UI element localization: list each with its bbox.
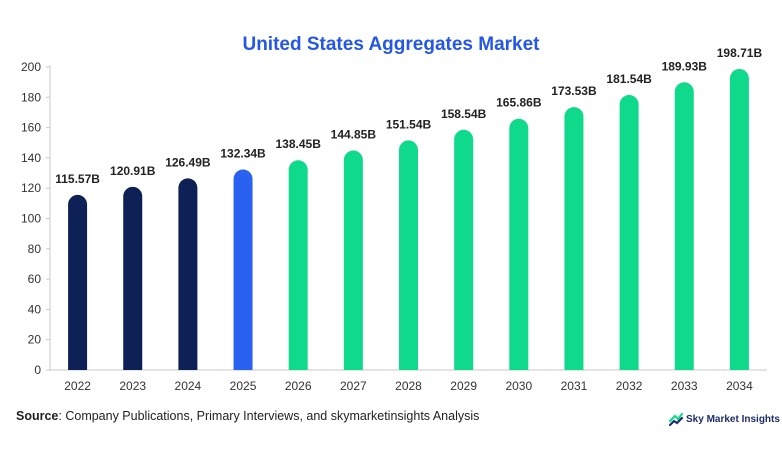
- sky-market-insights-logo-icon: [669, 412, 683, 426]
- bar-2034: [729, 68, 749, 371]
- axes: 0 20 40 60 80 100 120 140 160 180 200 2022 2023 2024 2…: [21, 60, 767, 393]
- x-tick-label: 2023: [119, 379, 146, 393]
- bar-2027: [343, 150, 363, 370]
- y-tick-label: 100: [21, 212, 41, 226]
- data-label: 165.86B: [496, 96, 542, 110]
- x-tick-label: 2034: [726, 379, 753, 393]
- bars: [68, 68, 749, 371]
- y-tick-label: 60: [28, 272, 42, 286]
- data-label: 138.45B: [276, 137, 322, 151]
- x-tick-label: 2026: [285, 379, 312, 393]
- brand-logo: Sky Market Insights: [669, 412, 780, 426]
- data-label: 126.49B: [165, 155, 211, 169]
- chart-title: United States Aggregates Market: [242, 34, 540, 55]
- bar-2033: [674, 82, 694, 370]
- x-tick-label: 2027: [340, 379, 367, 393]
- data-label: 173.53B: [551, 84, 597, 98]
- bar-2022: [68, 194, 88, 370]
- y-tick-label: 180: [21, 90, 41, 104]
- x-tick-label: 2029: [450, 379, 477, 393]
- data-label: 181.54B: [606, 72, 652, 86]
- bar-2031: [564, 107, 584, 370]
- data-label: 120.91B: [110, 164, 156, 178]
- bar-2030: [509, 118, 529, 370]
- data-label: 151.54B: [386, 117, 432, 131]
- x-tick-label: 2030: [505, 379, 532, 393]
- bar-2023: [123, 186, 143, 370]
- data-label: 189.93B: [662, 59, 708, 73]
- bar-2024: [178, 178, 198, 370]
- y-tick-label: 120: [21, 181, 41, 195]
- source-note: Source: Company Publications, Primary In…: [16, 409, 479, 423]
- y-tick-label: 160: [21, 121, 41, 135]
- x-tick-label: 2024: [175, 379, 202, 393]
- bar-2028: [399, 140, 418, 370]
- y-tick-label: 140: [21, 151, 41, 165]
- source-text: : Company Publications, Primary Intervie…: [58, 409, 480, 423]
- data-label: 115.57B: [55, 172, 100, 186]
- x-tick-label: 2033: [671, 379, 698, 393]
- x-tick-label: 2031: [561, 379, 588, 393]
- bar-2029: [454, 129, 474, 370]
- x-tick-label: 2022: [64, 379, 91, 393]
- data-label: 144.85B: [331, 128, 377, 142]
- y-tick-label: 40: [28, 302, 42, 316]
- bar-2025: [233, 169, 253, 370]
- bar-2032: [619, 94, 639, 370]
- data-labels: 115.57B 120.91B 126.49B 132.34B 138.45B 144.8…: [55, 46, 762, 186]
- y-tick-label: 80: [28, 242, 42, 256]
- data-label: 198.71B: [717, 46, 763, 60]
- data-label: 132.34B: [220, 147, 266, 161]
- x-tick-label: 2028: [395, 379, 422, 393]
- brand-name: Sky Market Insights: [686, 413, 780, 425]
- data-label: 158.54B: [441, 107, 487, 121]
- y-tick-label: 0: [34, 363, 41, 377]
- x-tick-label: 2025: [230, 379, 257, 393]
- x-tick-label: 2032: [616, 379, 643, 393]
- bar-2026: [288, 160, 308, 370]
- source-label: Source: [16, 409, 59, 423]
- y-tick-label: 20: [28, 333, 42, 347]
- y-tick-label: 200: [21, 60, 41, 74]
